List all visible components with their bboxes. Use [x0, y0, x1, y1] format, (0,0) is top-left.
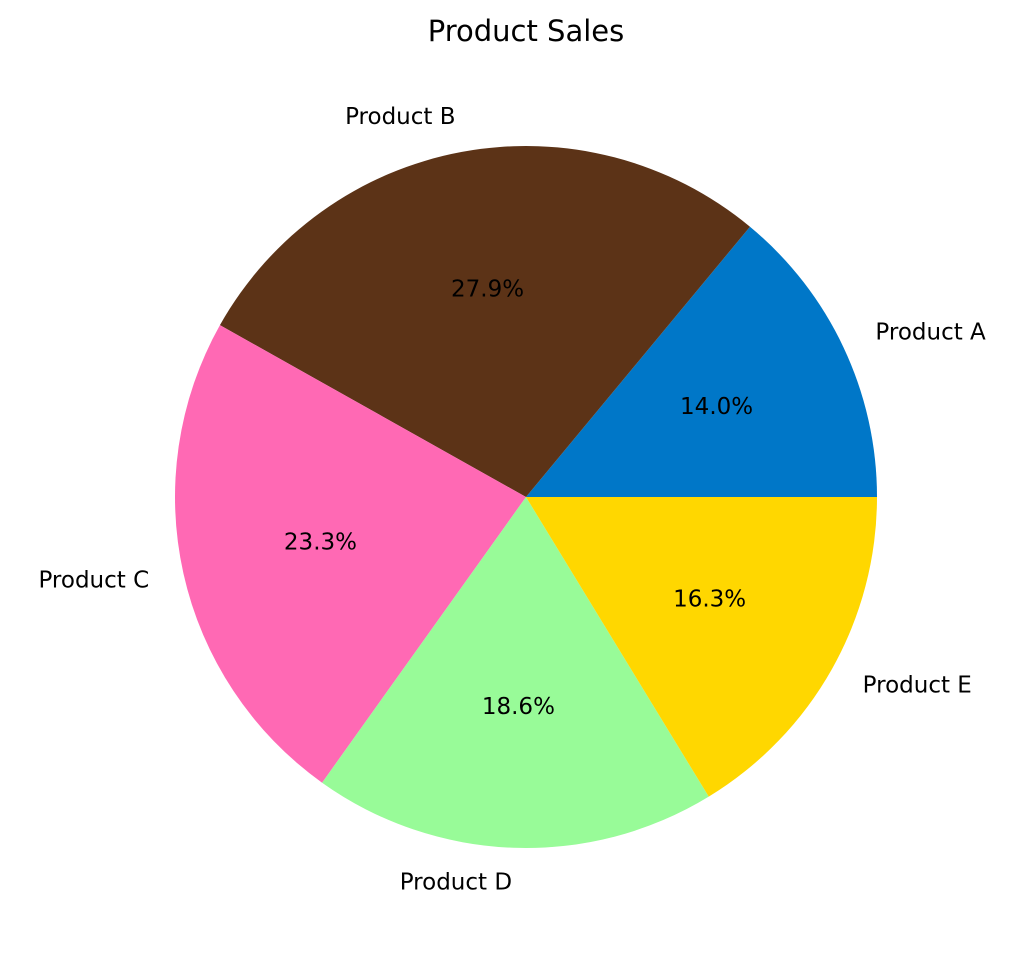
value-label: 14.0% [680, 394, 753, 420]
slice-label: Product A [875, 319, 986, 345]
pie-slice [322, 497, 709, 848]
pie-slice [175, 325, 526, 783]
slice-label: Product C [38, 568, 149, 594]
slice-label: Product B [345, 104, 455, 130]
value-label: 23.3% [284, 529, 357, 555]
pie-slice [526, 226, 877, 497]
slice-label: Product E [863, 673, 972, 699]
value-label: 27.9% [451, 276, 524, 302]
value-label: 18.6% [482, 694, 555, 720]
pie-slice [219, 145, 750, 497]
slice-label: Product D [400, 869, 512, 895]
chart-title: Product Sales [428, 14, 625, 48]
value-label: 16.3% [673, 587, 746, 613]
pie-slice [526, 497, 877, 797]
